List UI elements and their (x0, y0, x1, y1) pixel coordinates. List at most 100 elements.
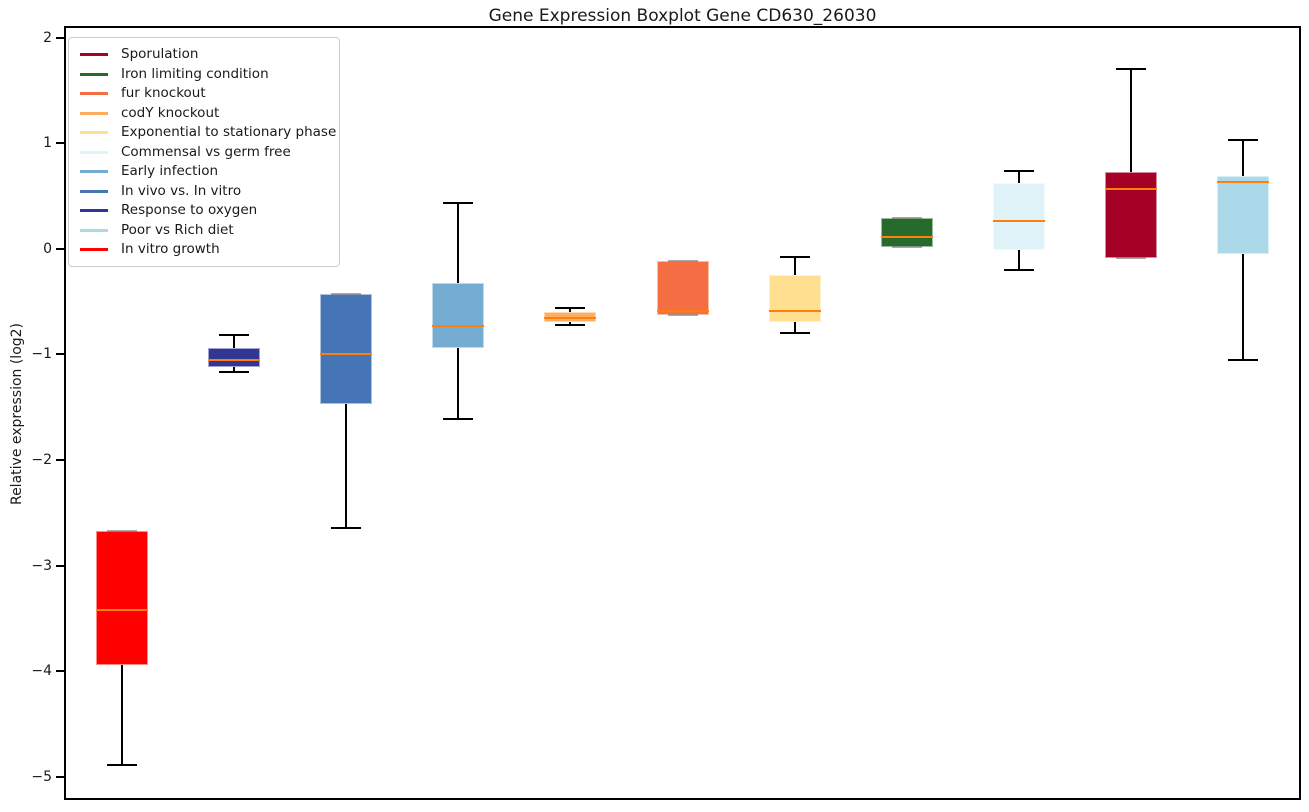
box (1216, 175, 1269, 255)
whisker (457, 348, 460, 419)
median-line (208, 358, 261, 361)
legend-swatch (80, 72, 108, 76)
plot-area: Sporulation Iron limiting condition fur kn… (31, 26, 1301, 800)
whisker-cap (891, 245, 922, 248)
legend-label: Response to oxygen (121, 202, 258, 218)
whisker-cap (779, 332, 810, 335)
whisker-cap (107, 529, 138, 532)
whisker-cap (667, 260, 698, 263)
y-tick-label: 0 (43, 240, 52, 257)
median-line (1104, 187, 1157, 190)
whisker (1017, 170, 1020, 184)
whisker-cap (891, 217, 922, 220)
legend-swatch (80, 111, 108, 115)
box (880, 218, 933, 247)
chart-title: Gene Expression Boxplot Gene CD630_26030 (488, 6, 877, 26)
box (96, 530, 149, 665)
whisker-cap (331, 293, 362, 296)
box (208, 348, 261, 368)
y-tick-label: 1 (43, 135, 52, 152)
legend-label: Sporulation (121, 46, 199, 62)
box (992, 183, 1045, 250)
whisker-cap (107, 764, 138, 767)
whisker-cap (667, 314, 698, 317)
legend-swatch (80, 228, 108, 232)
box (320, 294, 373, 405)
legend-item: Exponential to stationary phase (80, 123, 336, 143)
legend-item: Poor vs Rich diet (80, 221, 331, 241)
legend-swatch (80, 209, 108, 213)
legend-item: Sporulation (80, 45, 331, 65)
whisker (233, 367, 236, 373)
legend-item: Iron limiting condition (80, 65, 331, 85)
whisker (1241, 139, 1244, 176)
box (432, 282, 485, 349)
whisker (1017, 249, 1020, 270)
whisker-cap (1115, 68, 1146, 71)
legend-swatch (80, 189, 108, 193)
whisker (793, 321, 796, 334)
y-tick-mark (56, 247, 64, 250)
y-tick-mark (56, 775, 64, 778)
legend-swatch (80, 131, 108, 135)
median-line (1216, 181, 1269, 184)
box (544, 312, 597, 322)
whisker (233, 335, 236, 349)
legend-swatch (80, 150, 108, 154)
legend-swatch (80, 53, 108, 57)
whisker-cap (555, 306, 586, 309)
legend-item: fur knockout (80, 84, 331, 104)
y-tick-mark (56, 564, 64, 567)
whisker (121, 664, 124, 766)
median-line (880, 236, 933, 239)
whisker-cap (331, 526, 362, 529)
legend-label: Commensal vs germ free (121, 143, 291, 160)
y-tick-label: −3 (31, 557, 52, 574)
y-tick-mark (56, 36, 64, 39)
y-tick-mark (56, 459, 64, 461)
whisker-cap (555, 323, 586, 326)
whisker-cap (1227, 138, 1258, 141)
box (768, 275, 821, 322)
whisker (345, 404, 348, 528)
legend-label: Iron limiting condition (121, 65, 269, 82)
legend-label: In vivo vs. In vitro (121, 182, 242, 199)
legend-item: Early infection (80, 162, 331, 182)
y-tick-mark (56, 142, 64, 145)
whisker-cap (1115, 257, 1146, 260)
whisker-cap (219, 371, 250, 374)
legend-swatch (80, 92, 108, 96)
whisker-cap (779, 256, 810, 259)
median-line (96, 608, 149, 611)
legend-item: In vitro growth (80, 240, 331, 260)
median-line (992, 220, 1045, 223)
whisker (457, 203, 460, 283)
median-line (656, 310, 709, 313)
whisker (793, 257, 796, 276)
y-tick-label: 2 (43, 29, 52, 46)
whisker-cap (1003, 169, 1034, 172)
box (656, 261, 709, 316)
legend-item: Commensal vs germ free (80, 143, 331, 163)
whisker-cap (1003, 268, 1034, 271)
legend-label: In vitro growth (121, 241, 220, 257)
y-tick-label: −4 (31, 663, 52, 680)
legend-item: In vivo vs. In vitro (80, 182, 331, 202)
y-tick-mark (56, 353, 64, 356)
y-tick-mark (56, 670, 64, 673)
whisker (1241, 254, 1244, 360)
whisker (569, 321, 572, 325)
legend-label: fur knockout (121, 85, 206, 101)
median-line (544, 317, 597, 320)
legend-label: Early infection (121, 163, 219, 179)
box (1104, 171, 1157, 259)
legend-label: codY knockout (121, 104, 220, 121)
median-line (432, 324, 485, 327)
whisker (569, 307, 572, 313)
whisker-cap (443, 417, 474, 420)
y-tick-label: −5 (31, 768, 52, 785)
median-line (768, 310, 821, 313)
legend: Sporulation Iron limiting condition fur kn… (68, 37, 340, 267)
whisker-cap (1227, 358, 1258, 361)
